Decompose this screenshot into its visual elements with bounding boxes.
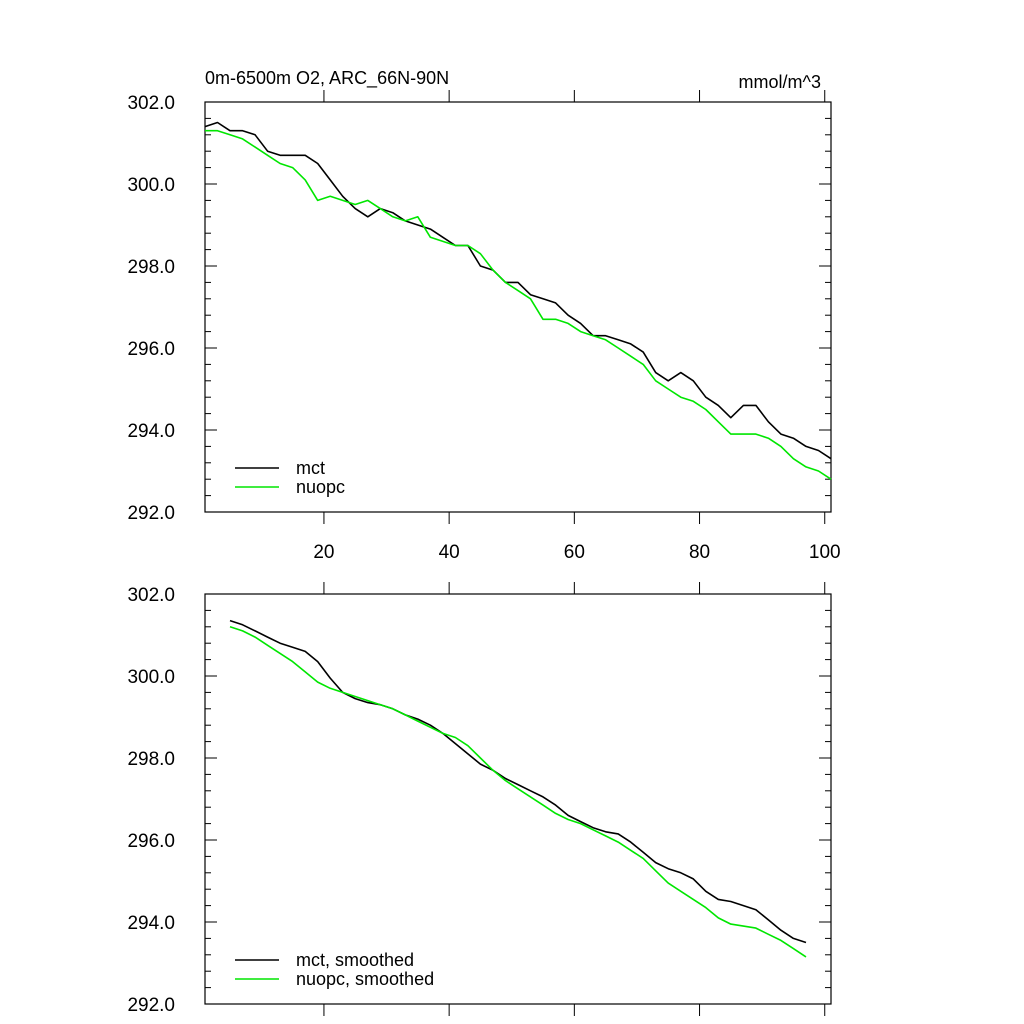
chart-title: 0m-6500m O2, ARC_66N-90N xyxy=(205,68,449,89)
y-tick-label: 296.0 xyxy=(127,831,175,852)
plot-frame xyxy=(204,593,832,1005)
y-tick-label: 292.0 xyxy=(127,995,175,1016)
y-tick-label: 296.0 xyxy=(127,339,175,360)
x-tick-label: 100 xyxy=(809,542,841,563)
y-tick-label: 300.0 xyxy=(127,175,175,196)
panel-bottom: 292.0 294.0 296.0 298.0 300.0 302.0 mct, smoot… xyxy=(127,582,832,1016)
y-tick-label: 294.0 xyxy=(127,913,175,934)
legend-label: nuopc xyxy=(296,477,345,497)
y-tick-label: 292.0 xyxy=(127,503,175,524)
series-line-nuopc xyxy=(205,129,832,480)
series-line-mct xyxy=(204,121,832,460)
x-tick-label: 40 xyxy=(439,542,460,563)
units-label: mmol/m^3 xyxy=(739,72,821,92)
legend-label: mct, smoothed xyxy=(296,950,414,970)
y-tick-label: 302.0 xyxy=(127,93,175,114)
x-tick-label: 80 xyxy=(689,542,710,563)
y-tick-label: 298.0 xyxy=(127,749,175,770)
x-tick-label: 20 xyxy=(313,542,334,563)
panel-top: 0m-6500m O2, ARC_66N-90N mmol/m^3 292.0 294… xyxy=(127,68,840,563)
series-line-nuopc-smoothed xyxy=(229,626,807,958)
x-tick-label: 60 xyxy=(564,542,585,563)
legend-label: mct xyxy=(296,458,325,478)
series-line-mct-smoothed xyxy=(229,619,807,944)
y-tick-label: 298.0 xyxy=(127,257,175,278)
y-tick-label: 302.0 xyxy=(127,585,175,606)
plot-frame xyxy=(204,101,832,513)
y-tick-label: 294.0 xyxy=(127,421,175,442)
legend-label: nuopc, smoothed xyxy=(296,969,434,989)
y-tick-label: 300.0 xyxy=(127,667,175,688)
